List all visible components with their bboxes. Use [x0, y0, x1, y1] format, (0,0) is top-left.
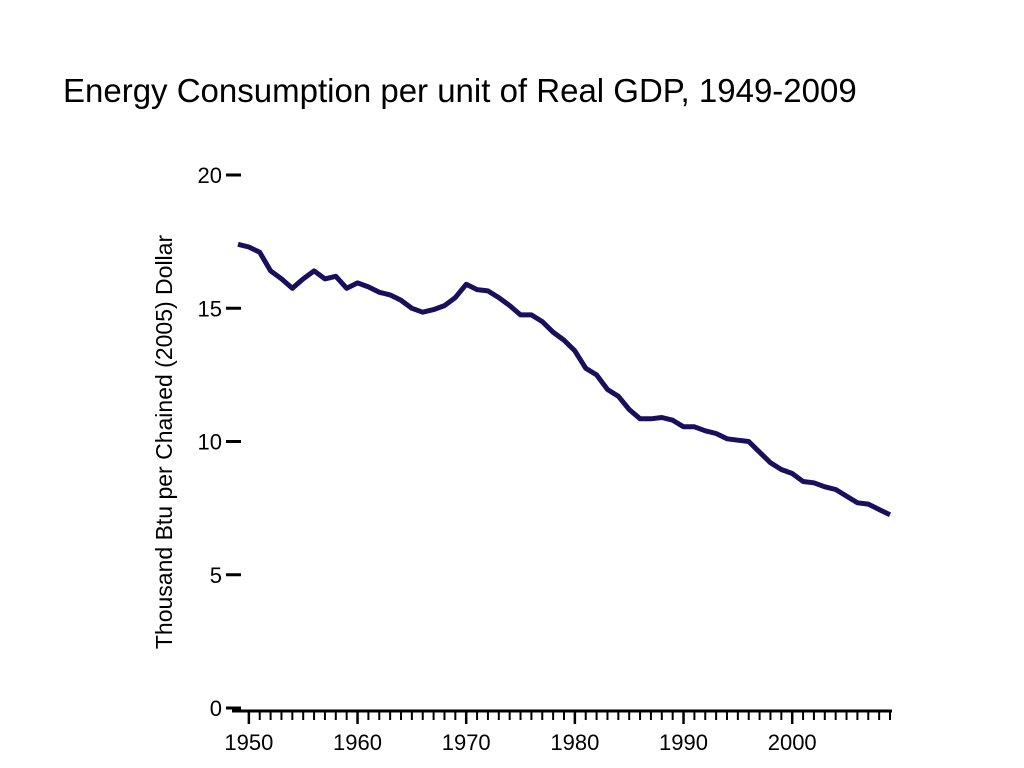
y-tick-label: 0 — [210, 696, 222, 721]
x-tick-label: 1950 — [224, 730, 273, 755]
y-tick-label: 5 — [210, 563, 222, 588]
y-axis-label: Thousand Btu per Chained (2005) Dollar — [151, 235, 177, 650]
y-tick-label: 15 — [198, 296, 222, 321]
x-tick-label: 2000 — [768, 730, 817, 755]
y-tick-label: 20 — [198, 163, 222, 188]
x-tick-label: 1970 — [442, 730, 491, 755]
y-tick-label: 10 — [198, 430, 222, 455]
x-tick-label: 1990 — [659, 730, 708, 755]
x-tick-label: 1960 — [333, 730, 382, 755]
x-tick-label: 1980 — [550, 730, 599, 755]
slide-title: Energy Consumption per unit of Real GDP,… — [63, 72, 857, 109]
series-line — [237, 241, 892, 518]
